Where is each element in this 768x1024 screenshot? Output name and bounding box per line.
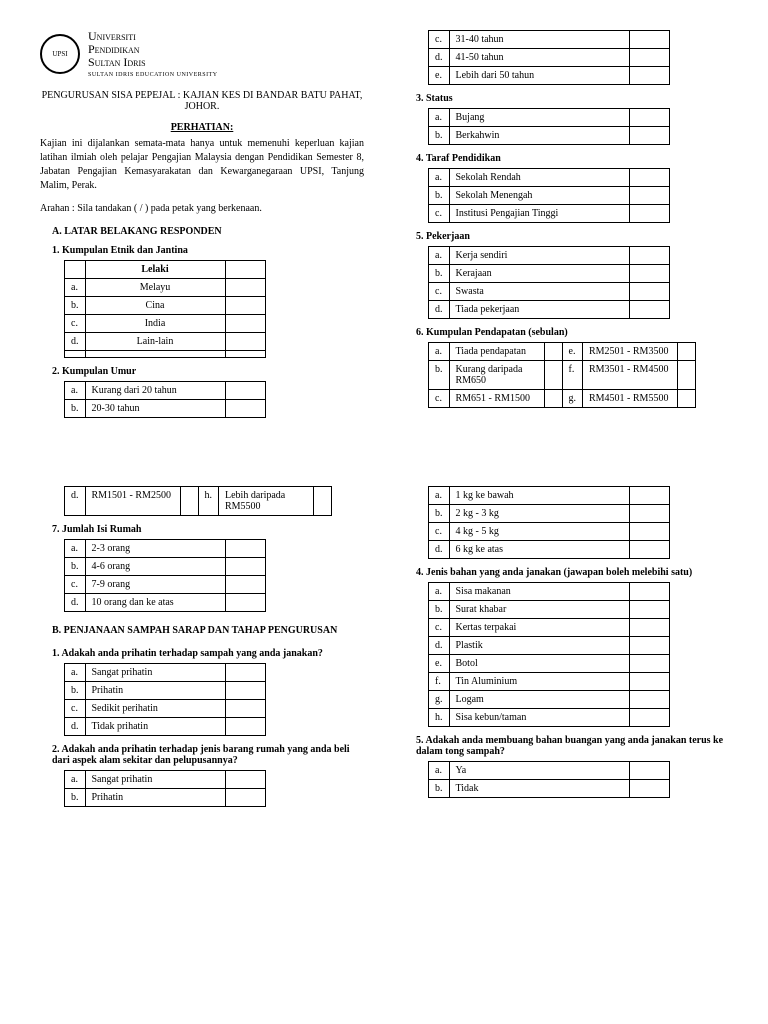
right-col-p2: a.1 kg ke bawah b.2 kg - 3 kg c.4 kg - 5… <box>404 486 728 815</box>
page-2: d.RM1501 - RM2500h.Lebih daripada RM5500… <box>0 456 768 845</box>
b4-table: a.Sisa makanan b.Surat khabar c.Kertas t… <box>428 582 670 727</box>
b5-table: a.Ya b.Tidak <box>428 761 670 798</box>
page-1: UPSI Universiti Pendidikan Sultan Idris … <box>0 0 768 456</box>
q2-table-b: c.31-40 tahun d.41-50 tahun e.Lebih dari… <box>428 30 670 85</box>
b3-table: a.1 kg ke bawah b.2 kg - 3 kg c.4 kg - 5… <box>428 486 670 559</box>
q5-title: 5. Pekerjaan <box>416 231 728 242</box>
perhatian-hdr: PERHATIAN: <box>40 122 364 133</box>
section-a-hdr: A. LATAR BELAKANG RESPONDEN <box>52 226 364 237</box>
right-col-p1: c.31-40 tahun d.41-50 tahun e.Lebih dari… <box>404 30 728 426</box>
uni-sub: SULTAN IDRIS EDUCATION UNIVERSITY <box>88 72 218 78</box>
q3-table: a.Bujang b.Berkahwin <box>428 108 670 145</box>
q7-table: a.2-3 orang b.4-6 orang c.7-9 orang d.10… <box>64 539 266 612</box>
q4-table: a.Sekolah Rendah b.Sekolah Menengah c.In… <box>428 168 670 223</box>
q3-title: 3. Status <box>416 93 728 104</box>
b5-title: 5. Adakah anda membuang bahan buangan ya… <box>416 735 728 757</box>
uni-line1: Universiti <box>88 29 136 43</box>
b4-title: 4. Jenis bahan yang anda janakan (jawapa… <box>416 567 728 578</box>
b1-table: a.Sangat prihatin b.Prihatin c.Sedikit p… <box>64 663 266 736</box>
q6-cont-table: d.RM1501 - RM2500h.Lebih daripada RM5500 <box>64 486 332 516</box>
left-col-p1: UPSI Universiti Pendidikan Sultan Idris … <box>40 30 364 426</box>
doc-title: PENGURUSAN SISA PEPEJAL : KAJIAN KES DI … <box>40 90 364 112</box>
intro-text: Kajian ini dijalankan semata-mata hanya … <box>40 137 364 193</box>
uni-line2: Pendidikan <box>88 42 140 56</box>
uni-line3: Sultan Idris <box>88 55 146 69</box>
q1-title: 1. Kumpulan Etnik dan Jantina <box>52 245 364 256</box>
b1-title: 1. Adakah anda prihatin terhadap sampah … <box>52 648 364 659</box>
university-seal-icon: UPSI <box>40 34 80 74</box>
q1-table: Lelaki a.Melayu b.Cina c.India d.Lain-la… <box>64 260 266 358</box>
q6-title: 6. Kumpulan Pendapatan (sebulan) <box>416 327 728 338</box>
b2-table: a.Sangat prihatin b.Prihatin <box>64 770 266 807</box>
arahan-text: Arahan : Sila tandakan ( / ) pada petak … <box>40 203 364 214</box>
q7-title: 7. Jumlah Isi Rumah <box>52 524 364 535</box>
q6-table: a.Tiada pendapatane.RM2501 - RM3500 b.Ku… <box>428 342 696 408</box>
section-b-hdr: B. PENJANAAN SAMPAH SARAP DAN TAHAP PENG… <box>52 622 364 640</box>
q4-title: 4. Taraf Pendidikan <box>416 153 728 164</box>
b2-title: 2. Adakah anda prihatin terhadap jenis b… <box>52 744 364 766</box>
q5-table: a.Kerja sendiri b.Kerajaan c.Swasta d.Ti… <box>428 246 670 319</box>
logo-area: UPSI Universiti Pendidikan Sultan Idris … <box>40 30 364 78</box>
q2-table-a: a.Kurang dari 20 tahun b.20-30 tahun <box>64 381 266 418</box>
left-col-p2: d.RM1501 - RM2500h.Lebih daripada RM5500… <box>40 486 364 815</box>
q1-colhdr: Lelaki <box>85 260 225 278</box>
q2-title: 2. Kumpulan Umur <box>52 366 364 377</box>
